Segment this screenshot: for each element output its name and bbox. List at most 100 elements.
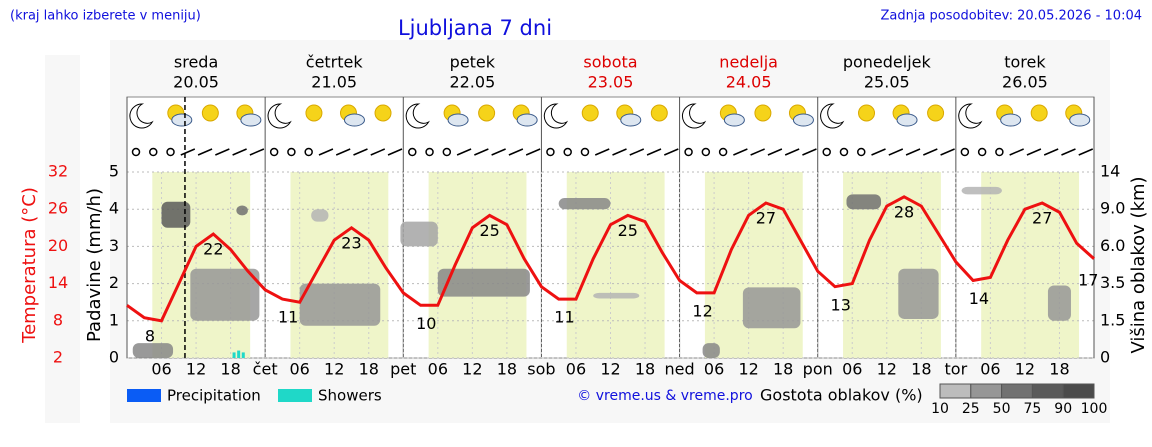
wind-calm <box>684 147 693 157</box>
cloud <box>437 268 530 297</box>
moon-icon <box>681 103 707 129</box>
sun-icon <box>374 104 392 122</box>
cloud <box>161 201 191 228</box>
credit: © vreme.us & vreme.pro <box>577 388 752 404</box>
wind-barb <box>784 148 800 156</box>
day-name: sreda <box>174 53 218 72</box>
cloud-tick-label: 9.0 <box>1100 199 1125 218</box>
sun-icon <box>305 104 323 122</box>
density-box <box>939 383 972 399</box>
sun-icon <box>650 104 668 122</box>
temp-label: 25 <box>618 221 638 240</box>
x-tick-label: 12 <box>324 360 344 379</box>
cloud-icon <box>896 113 918 127</box>
temperature-line <box>126 195 1096 323</box>
cloud <box>132 343 174 358</box>
wind-calm <box>166 147 175 157</box>
sun-icon <box>754 104 772 122</box>
sun-icon <box>581 104 599 122</box>
wind-barb <box>232 148 247 156</box>
cloud-tick-label: 3.5 <box>1100 273 1125 292</box>
temp-label: 13 <box>831 295 851 314</box>
daylight <box>428 172 527 358</box>
temp-tick-label: 8 <box>53 310 63 329</box>
updated: Zadnja posodobitev: 20.05.2026 - 10:04 <box>880 9 1142 24</box>
x-tick-label: 18 <box>359 360 379 379</box>
density-box <box>1001 383 1033 399</box>
sun-icon <box>858 104 876 122</box>
cloud-tick-label: 14 <box>1100 162 1120 181</box>
density-tick-label: 100 <box>1081 401 1108 417</box>
cloud <box>961 186 1002 195</box>
day-name: nedelja <box>719 53 778 72</box>
wind-calm <box>425 147 434 157</box>
x-tick-label: pet <box>390 360 416 379</box>
x-tick-label: 18 <box>773 360 793 379</box>
y-tick-label: 5 <box>109 162 119 181</box>
cloud-icon <box>516 113 538 127</box>
wind-barb <box>888 148 904 156</box>
x-tick-label: 06 <box>980 360 1000 379</box>
cloud <box>702 343 720 358</box>
cloud-icon <box>620 113 642 127</box>
wind-barb <box>387 148 403 156</box>
x-tick-label: 06 <box>842 360 862 379</box>
day-date: 21.05 <box>311 73 357 92</box>
day-date: 24.05 <box>726 73 772 92</box>
cloud-icon <box>447 113 469 127</box>
x-tick-label: tor <box>945 360 968 379</box>
density-tick-label: 50 <box>993 401 1011 417</box>
legend-label: Precipitation <box>167 387 261 405</box>
cloud-icon <box>171 113 193 127</box>
cloud-icon <box>723 113 745 127</box>
moon-icon <box>267 103 292 129</box>
cloud <box>1047 285 1071 321</box>
day-date: 23.05 <box>588 73 634 92</box>
x-tick-label: 12 <box>186 360 206 379</box>
temp-label: 11 <box>554 308 574 327</box>
x-tick-label: 12 <box>600 360 620 379</box>
density-tick-label: 25 <box>962 401 980 417</box>
cloud-tick-label: 0 <box>1100 348 1110 367</box>
cloud <box>236 205 248 216</box>
wind-barb <box>629 148 645 156</box>
wind-barb <box>802 148 817 156</box>
x-tick-label: čet <box>253 360 278 379</box>
x-tick-label: 12 <box>462 360 482 379</box>
legend-swatch <box>127 389 161 402</box>
temp-label: 17 <box>1078 271 1098 290</box>
day-name: petek <box>450 53 496 72</box>
wind-barb <box>940 148 955 156</box>
x-tick-label: 18 <box>635 360 655 379</box>
subtitle: (kraj lahko izberete v meniju) <box>10 9 201 24</box>
day-name: torek <box>1004 53 1046 72</box>
wind-barb <box>1009 148 1024 156</box>
wind-barb <box>491 148 506 156</box>
moon-icon <box>543 103 569 129</box>
temp-tick-label: 14 <box>48 273 68 292</box>
wind-calm <box>960 147 970 157</box>
x-tick-label: 06 <box>428 360 448 379</box>
wind-calm <box>995 147 1004 157</box>
cloud <box>311 209 329 222</box>
cloud-icon <box>792 113 814 127</box>
x-tick-label: 18 <box>497 360 517 379</box>
x-tick-label: 06 <box>566 360 586 379</box>
temp-label: 27 <box>1032 209 1052 228</box>
x-tick-label: ned <box>665 360 695 379</box>
day-date: 25.05 <box>864 73 910 92</box>
sun-icon <box>201 104 219 122</box>
wind-barb <box>1061 148 1076 156</box>
y-tick-label: 1 <box>109 310 119 329</box>
day-date: 22.05 <box>449 73 495 92</box>
moon-icon <box>129 103 154 129</box>
moon-icon <box>958 103 983 129</box>
cloud-tick-label: 6.0 <box>1100 236 1125 255</box>
y-axis-label: Padavine (mm/h) <box>84 188 105 342</box>
wind-barb <box>215 148 230 156</box>
wind-barb <box>474 148 489 156</box>
daylight <box>152 172 251 358</box>
wind-barb <box>750 148 765 156</box>
cloud <box>299 283 381 326</box>
x-tick-label: 06 <box>704 360 724 379</box>
